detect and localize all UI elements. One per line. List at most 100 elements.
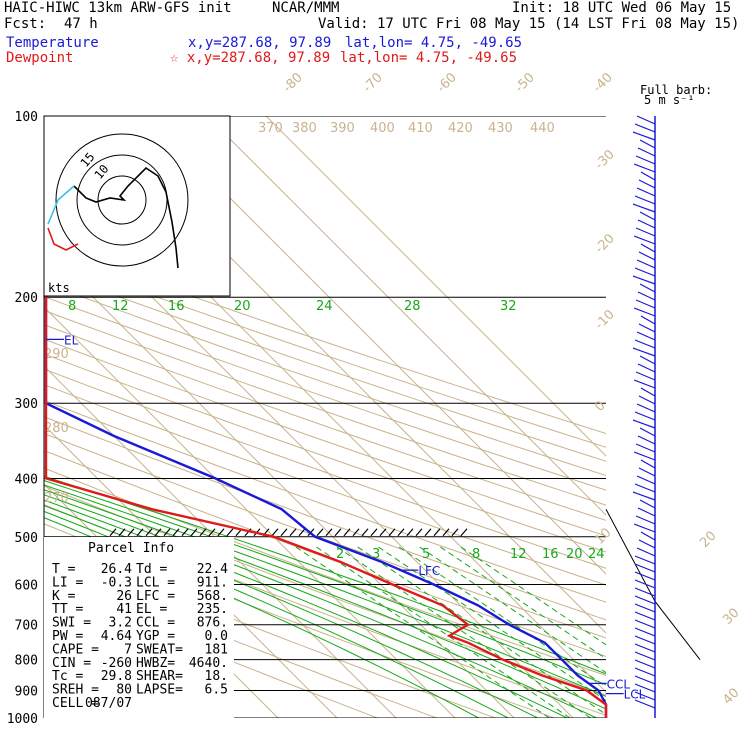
- hatch-mark: [352, 528, 360, 537]
- dry-adiabat: [44, 256, 606, 448]
- wind-barb: [633, 307, 656, 317]
- wind-barb: [634, 579, 656, 589]
- profiles: [44, 116, 608, 718]
- hatch-mark: [397, 528, 405, 537]
- wind-barb: [633, 163, 656, 173]
- mixing-ratio-line: [316, 546, 571, 718]
- parcel-cell: 26.4: [101, 562, 132, 577]
- wind-barb: [634, 667, 656, 677]
- parcel-cell: 7: [124, 642, 132, 657]
- mixing-ratio-label: 28: [404, 299, 421, 314]
- hodograph-frame: [43, 115, 231, 297]
- wind-barb: [638, 539, 656, 549]
- wind-barb: [635, 227, 656, 237]
- fcst-label: Fcst:: [4, 16, 46, 32]
- pressure-label: 300: [15, 397, 38, 412]
- hatch-mark: [334, 528, 342, 537]
- wind-barb: [636, 115, 656, 125]
- wind-barb: [632, 347, 656, 357]
- wind-barb: [640, 243, 656, 253]
- hatch-mark: [271, 528, 279, 537]
- hatch-mark: [406, 528, 414, 537]
- parcel-cell: 911.: [197, 575, 228, 590]
- pressure-label: 800: [15, 654, 38, 669]
- isotherm-label: 20: [697, 529, 719, 551]
- hatch-mark: [172, 528, 180, 537]
- dry-adiabat: [44, 485, 606, 696]
- pressure-label: 600: [15, 578, 38, 593]
- parcel-cell: PW =: [52, 629, 83, 644]
- wind-barb: [639, 355, 656, 365]
- theta-label: 420: [448, 121, 473, 136]
- parcel-cell: -260: [101, 656, 132, 671]
- theta-label: 380: [292, 121, 317, 136]
- parcel-cell: 876.: [197, 616, 228, 631]
- dry-adiabat: [44, 399, 606, 603]
- wind-barb: [636, 259, 656, 269]
- isotherm-label: -70: [360, 70, 386, 96]
- hatch-mark: [163, 528, 171, 537]
- header: HAIC-HIWC 13km ARW-GFS init NCAR/MMM Ini…: [4, 0, 739, 66]
- wind-barb: [634, 267, 656, 277]
- wind-barb: [636, 475, 656, 485]
- pressure-label: 100: [15, 110, 38, 125]
- wind-barb: [637, 507, 656, 517]
- wind-barb: [634, 563, 656, 573]
- dry-adiabat: [44, 338, 606, 537]
- isotherm-line: [44, 306, 456, 718]
- wind-barb: [640, 315, 656, 325]
- wind-barb: [634, 123, 656, 133]
- barb-legend-title: Full barb:: [640, 83, 712, 97]
- isotherm-label: -30: [592, 147, 618, 173]
- hatch-mark: [154, 528, 162, 537]
- hodograph-trace: [73, 166, 179, 269]
- mixing-ratio-label: 32: [500, 299, 517, 314]
- wind-barb: [634, 339, 656, 349]
- parcel-cell: T =: [52, 562, 76, 577]
- wind-barb: [635, 299, 656, 309]
- isotherm-line: [265, 116, 606, 457]
- mixing-ratio-label: 20: [234, 299, 251, 314]
- parcel-cell: LI =: [52, 575, 83, 590]
- pressure-label: 700: [15, 619, 38, 634]
- wind-barb: [634, 635, 656, 645]
- parcel-cell: YGP =: [136, 629, 175, 644]
- parcel-cell: 6.5: [205, 683, 228, 698]
- hatch-mark: [280, 528, 288, 537]
- wind-barb: [634, 699, 656, 709]
- center-title: NCAR/MMM: [272, 0, 339, 16]
- theta-label: 400: [370, 121, 395, 136]
- wind-barb: [634, 595, 656, 605]
- hatch-mark: [388, 528, 396, 537]
- parcel-info-background: [44, 537, 234, 720]
- mixing-ratio-line: [378, 546, 606, 702]
- wind-barbs: [632, 115, 656, 718]
- wind-barb: [639, 499, 656, 509]
- parcel-info: Parcel Info T = 26.4 Td = 22.4 LI = -0.3 LCL =…: [44, 537, 234, 720]
- dry-adiabat: [44, 467, 606, 677]
- hodograph-inset: 15 10 kts: [43, 115, 231, 297]
- parcel-cell: 29.8: [101, 669, 132, 684]
- isotherm-label: 0: [592, 398, 608, 414]
- theta-label: 440: [530, 121, 555, 136]
- wind-barb: [637, 219, 656, 229]
- dewpoint-legend: Dewpoint: [6, 50, 73, 66]
- wind-barb: [632, 419, 656, 429]
- isotherm-label: 30: [720, 606, 740, 628]
- parcel-cell: Td =: [136, 562, 167, 577]
- dry-adiabat: [44, 269, 606, 462]
- wind-barb: [634, 611, 656, 621]
- wind-barb: [638, 323, 656, 333]
- wind-barb: [633, 379, 656, 389]
- dry-adiabat: [44, 309, 606, 506]
- wind-barb: [633, 451, 656, 461]
- hatch-mark: [145, 528, 153, 537]
- wind-barb: [633, 235, 656, 245]
- hatch-mark: [217, 528, 225, 537]
- parcel-info-rows: T = 26.4 Td = 22.4 LI = -0.3 LCL = 911. K = 26 LFC…: [52, 562, 228, 711]
- pressure-label: 900: [15, 684, 38, 699]
- dry-adiabat: [44, 324, 606, 521]
- pressure-label: 500: [15, 531, 38, 546]
- isotherm-label: -60: [434, 70, 460, 96]
